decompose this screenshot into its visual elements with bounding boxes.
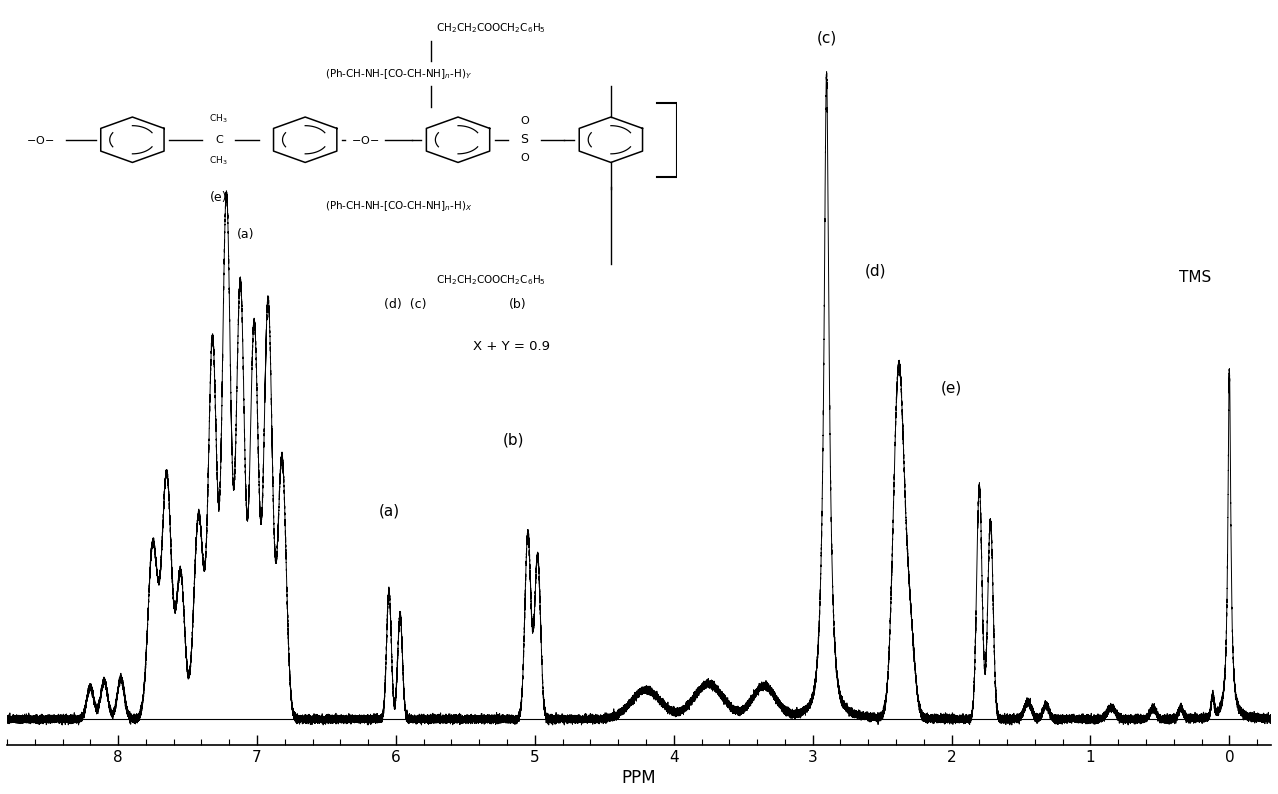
Text: (d)  (c): (d) (c) — [383, 299, 426, 311]
Text: CH$_2$CH$_2$COOCH$_2$C$_6$H$_5$: CH$_2$CH$_2$COOCH$_2$C$_6$H$_5$ — [436, 21, 546, 35]
Text: (Ph-CH-NH-[CO-CH-NH]$_n$-H)$_X$: (Ph-CH-NH-[CO-CH-NH]$_n$-H)$_X$ — [325, 199, 472, 213]
Text: CH$_2$CH$_2$COOCH$_2$C$_6$H$_5$: CH$_2$CH$_2$COOCH$_2$C$_6$H$_5$ — [436, 273, 546, 287]
Text: C: C — [215, 135, 222, 145]
Text: (a): (a) — [378, 503, 400, 518]
Text: X + Y = 0.9: X + Y = 0.9 — [473, 340, 550, 353]
Text: $-$O$-$: $-$O$-$ — [26, 133, 54, 146]
Text: O: O — [520, 153, 529, 164]
Text: S: S — [520, 133, 529, 146]
Text: (Ph-CH-NH-[CO-CH-NH]$_n$-H)$_Y$: (Ph-CH-NH-[CO-CH-NH]$_n$-H)$_Y$ — [325, 67, 472, 80]
Text: (a): (a) — [236, 228, 254, 241]
Text: (e): (e) — [210, 191, 227, 204]
X-axis label: PPM: PPM — [621, 769, 657, 787]
Text: O: O — [520, 116, 529, 126]
Text: (d): (d) — [864, 264, 886, 279]
Text: $-$O$-$: $-$O$-$ — [351, 133, 380, 146]
Text: TMS: TMS — [1178, 270, 1210, 285]
Text: (c): (c) — [817, 31, 837, 46]
Text: CH$_3$: CH$_3$ — [210, 113, 227, 125]
Text: (e): (e) — [941, 380, 962, 395]
Text: (b): (b) — [504, 432, 525, 447]
Text: CH$_3$: CH$_3$ — [210, 154, 227, 167]
Text: (b): (b) — [509, 299, 527, 311]
